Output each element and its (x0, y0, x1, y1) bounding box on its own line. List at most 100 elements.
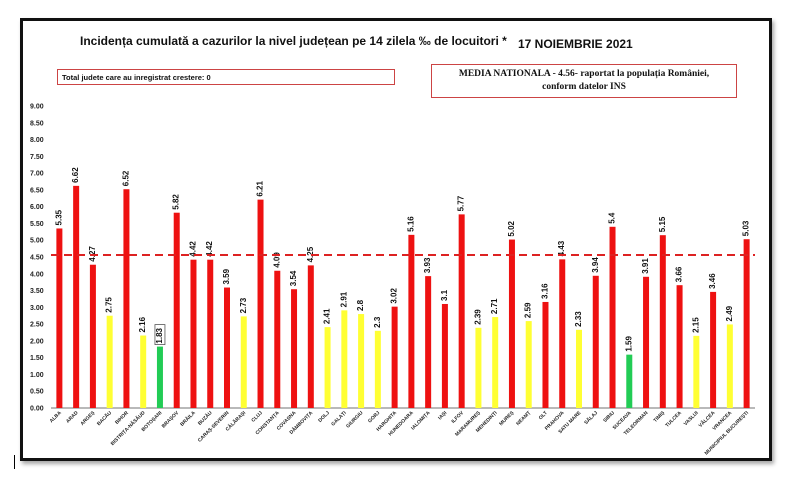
bar (508, 239, 515, 408)
bar (106, 315, 113, 408)
x-tick-label: BACĂU (95, 409, 113, 427)
chart-title: Incidența cumulată a cazurilor la nivel … (80, 34, 507, 48)
data-label: 3.16 (540, 283, 549, 299)
bar (643, 276, 650, 408)
bar (492, 317, 499, 408)
x-tick-label: SĂLAJ (583, 409, 600, 426)
data-label: 2.91 (339, 291, 348, 307)
bar (56, 228, 63, 408)
data-label: 2.75 (105, 297, 114, 313)
data-label: 4.43 (557, 240, 566, 256)
national-average-line-1: MEDIA NATIONALA - 4.56- raportat la popu… (458, 69, 710, 79)
data-label: 2.59 (524, 302, 533, 318)
bar (324, 327, 331, 408)
data-label: 3.46 (708, 273, 717, 289)
data-label: 1.83 (155, 327, 164, 343)
bar (89, 264, 96, 408)
bar (207, 259, 214, 408)
x-tick-label: DOLJ (317, 410, 331, 424)
x-tick-label: CLUJ (250, 410, 264, 424)
data-label: 2.3 (373, 316, 382, 328)
bar (358, 314, 365, 408)
bar (525, 321, 532, 408)
data-label: 5.16 (406, 216, 415, 232)
x-tick-label: MUREȘ (498, 410, 515, 427)
x-tick-label: TULCEA (664, 410, 683, 429)
y-tick-label: 7.00 (30, 171, 44, 178)
data-label: 6.21 (256, 180, 265, 196)
data-label: 4.25 (306, 246, 315, 262)
x-tick-label: OLT (538, 410, 549, 421)
y-tick-label: 1.50 (30, 355, 44, 362)
y-tick-label: 3.00 (30, 305, 44, 312)
bar (224, 287, 230, 408)
data-label: 3.93 (423, 257, 432, 273)
data-label: 3.1 (440, 289, 449, 301)
data-label: 2.33 (574, 311, 583, 327)
y-tick-label: 5.00 (30, 238, 44, 245)
bar (693, 335, 700, 408)
y-tick-label: 2.00 (30, 338, 44, 345)
data-label: 4.42 (188, 241, 197, 257)
x-tick-label: SIBIU (602, 410, 616, 424)
x-tick-label: ARGEȘ (80, 410, 97, 427)
data-label: 2.8 (356, 299, 365, 311)
y-tick-label: 9.00 (30, 104, 44, 111)
x-tick-label: ARAD (65, 410, 80, 425)
bar (676, 285, 683, 408)
y-tick-label: 4.50 (30, 255, 44, 262)
data-label: 5.77 (457, 195, 466, 211)
bar (257, 199, 264, 408)
chart-date: 17 NOIEMBRIE 2021 (518, 37, 633, 51)
data-label: 5.15 (658, 216, 667, 232)
y-tick-label: 0.50 (30, 389, 44, 396)
x-tick-label: ILFOV (450, 410, 465, 425)
bar (609, 226, 616, 408)
data-label: 2.73 (239, 297, 248, 313)
data-label: 5.82 (172, 194, 181, 210)
bar (123, 189, 130, 408)
bar (592, 275, 599, 408)
data-label: 5.02 (507, 220, 516, 236)
y-tick-label: 8.00 (30, 137, 44, 144)
bar (374, 330, 381, 408)
y-tick-label: 1.00 (30, 372, 44, 379)
highlight-box (154, 324, 166, 345)
bar (458, 214, 465, 408)
bar (341, 310, 348, 408)
bar (726, 324, 733, 408)
data-label: 3.91 (641, 258, 650, 274)
national-average-line-2: conform datelor INS (542, 82, 626, 92)
bar (140, 335, 147, 408)
bar (659, 235, 666, 408)
bar (559, 259, 566, 408)
x-tick-label: GORJ (367, 410, 381, 424)
national-average-box: MEDIA NATIONALA - 4.56- raportat la popu… (431, 64, 737, 98)
x-tick-label: ALBA (49, 410, 63, 424)
y-tick-label: 5.50 (30, 221, 44, 228)
text-cursor (14, 455, 15, 469)
data-label: 2.41 (323, 308, 332, 324)
x-tick-label: BRAȘOV (161, 410, 181, 430)
data-label: 5.35 (54, 209, 63, 225)
bar (576, 329, 582, 408)
x-tick-label: BRĂILA (179, 409, 198, 428)
bar (710, 291, 717, 408)
x-tick-label: TIMIȘ (653, 410, 667, 424)
data-label: 6.52 (121, 170, 130, 186)
data-label: 6.62 (71, 167, 80, 183)
bar (391, 306, 398, 408)
bar (441, 303, 448, 408)
data-label: 5.03 (742, 220, 751, 236)
y-tick-label: 0.00 (30, 406, 44, 413)
x-tick-label: NEAMȚ (515, 410, 532, 427)
data-label: 3.59 (222, 268, 231, 284)
bar (291, 289, 298, 408)
y-tick-label: 6.00 (30, 204, 44, 211)
data-label: 3.54 (289, 270, 298, 286)
y-tick-label: 4.00 (30, 271, 44, 278)
x-tick-label: GIURGIU (345, 410, 365, 430)
bar (173, 212, 180, 408)
bar (425, 276, 432, 408)
y-tick-label: 7.50 (30, 154, 44, 161)
